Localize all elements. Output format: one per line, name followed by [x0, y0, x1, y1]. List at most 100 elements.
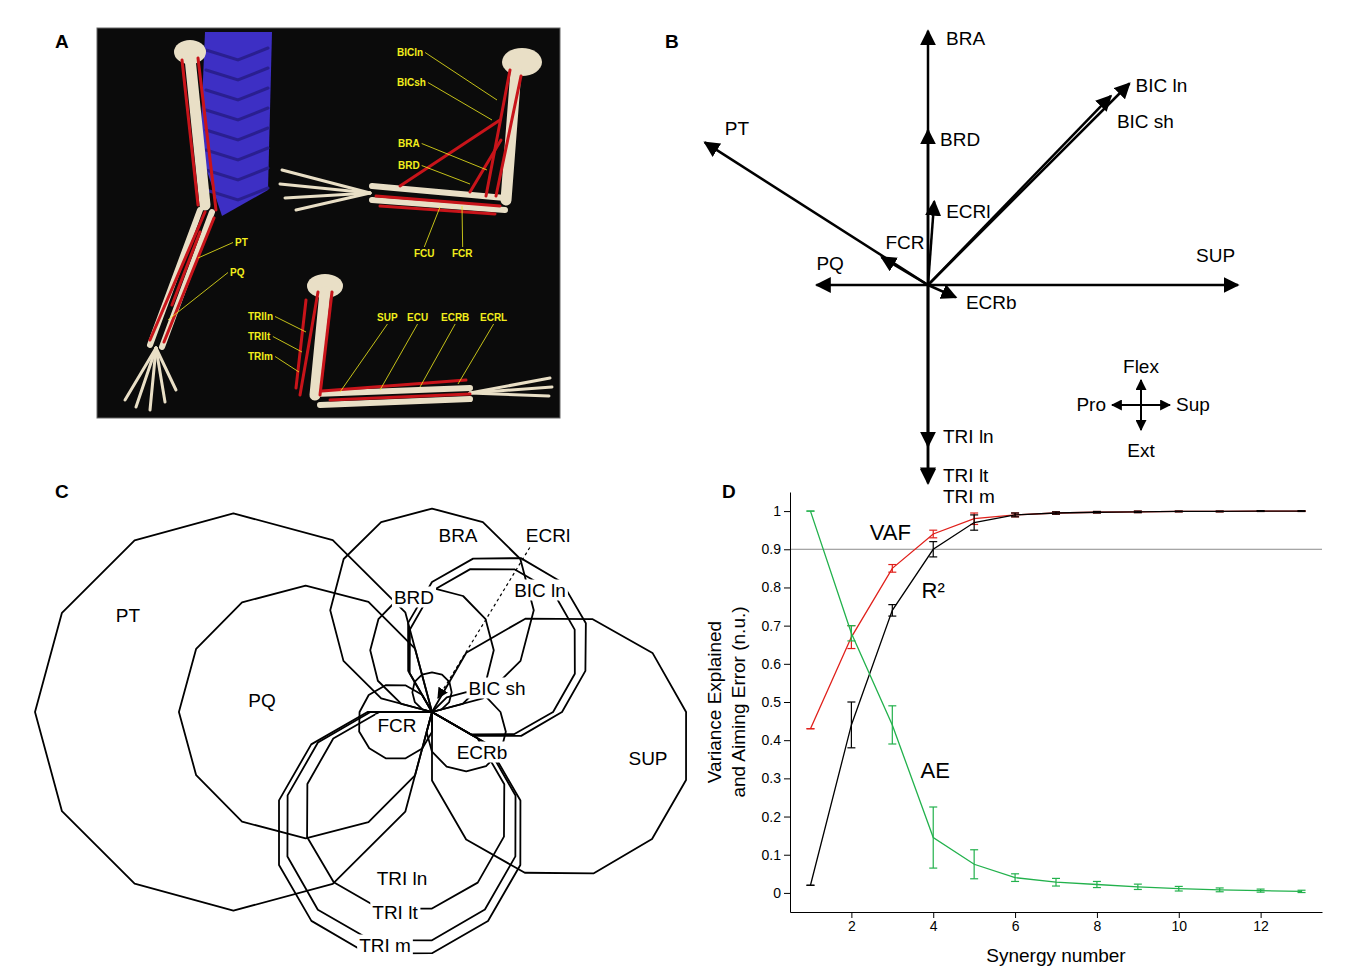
tick: 0.3 [762, 770, 790, 786]
error-bar-cap [1175, 511, 1183, 512]
polygon-label-group: PQ [246, 690, 277, 711]
polygon-label-group: TRI m [357, 935, 413, 956]
error-bar-cap [1011, 516, 1019, 517]
polygon-label: BIC ln [514, 580, 566, 601]
polygon-label-group: BRA [436, 525, 479, 546]
polygon-label: TRI m [359, 935, 411, 956]
polygon-label: PQ [248, 690, 275, 711]
error-bar [929, 530, 937, 538]
tick-label: 2 [848, 918, 856, 934]
error-bar [1093, 881, 1101, 887]
label-patch [375, 715, 418, 736]
error-bar-cap [929, 806, 937, 807]
error-bar-cap [929, 867, 937, 868]
tick-label: 0 [773, 885, 781, 901]
polygon-label: SUP [628, 748, 667, 769]
series [806, 511, 1305, 886]
muscle [320, 292, 332, 395]
error-bar [1175, 511, 1183, 513]
muscle-label: BICln [397, 47, 423, 58]
tick-label: 8 [1094, 918, 1102, 934]
tick: 0.6 [762, 656, 790, 672]
error-bar-cap [806, 728, 814, 729]
error-bar-stem [1014, 874, 1015, 882]
muscle-label: BICsh [397, 77, 426, 88]
error-bar-cap [1134, 510, 1142, 511]
muscle [296, 300, 306, 388]
tick-label: 0.7 [762, 618, 782, 634]
vector-label: BIC sh [1117, 111, 1174, 132]
rib [206, 108, 268, 120]
vector-label: PQ [816, 253, 843, 274]
muscle [470, 140, 501, 192]
error-bar-cap [1175, 510, 1183, 511]
tick-label: 0.2 [762, 809, 782, 825]
series-label-group: R² [921, 578, 946, 603]
polygon-label-group: TRI lt [370, 902, 420, 923]
error-bar-cap [1257, 892, 1265, 893]
error-bar-stem [1137, 884, 1138, 889]
error-bar-cap [1257, 511, 1265, 512]
force-vector [705, 142, 928, 285]
error-bar [1298, 510, 1306, 512]
error-bar-cap [1216, 510, 1224, 511]
polygon-label: BRA [438, 525, 477, 546]
error-bar [1257, 510, 1265, 512]
rib [206, 148, 268, 160]
tick-label: 12 [1253, 918, 1269, 934]
error-bar [1011, 513, 1019, 517]
render-background [97, 28, 560, 418]
error-bar [1134, 511, 1142, 513]
muscle [376, 196, 500, 206]
error-bar-cap [1011, 512, 1019, 513]
error-bar [847, 626, 855, 641]
tick-mark [784, 511, 790, 512]
tick-label: 1 [773, 503, 781, 519]
error-bar-cap [806, 510, 814, 511]
muscle-label: ECU [407, 312, 428, 323]
polygon-labels: PTPQSUPBRABRDECRlBIC lnBIC shFCRECRbTRI … [114, 525, 670, 956]
polygons [35, 509, 686, 954]
error-bar [847, 626, 855, 649]
error-bar-cap [1298, 511, 1306, 512]
leader-line [425, 53, 497, 101]
error-bar-cap [929, 530, 937, 531]
force-vector [928, 285, 956, 297]
error-bar-cap [1093, 881, 1101, 882]
rib [206, 88, 268, 100]
label-patch [392, 587, 436, 608]
muscle [164, 218, 214, 342]
force-vector [928, 84, 1130, 286]
error-bar-cap [970, 512, 978, 513]
force-vector [816, 284, 928, 287]
vector-label: BRD [940, 129, 980, 150]
tick: 2 [848, 912, 856, 934]
error-bar-stem [974, 515, 975, 530]
leader-line [462, 206, 464, 247]
panel-letter: C [55, 481, 69, 502]
compass-label: Pro [1076, 394, 1106, 415]
error-bar-cap [888, 564, 896, 565]
error-bar-cap [1093, 511, 1101, 512]
label-patch [524, 525, 572, 546]
muscle [182, 60, 198, 205]
error-bar-stem [892, 706, 893, 744]
tick: 4 [930, 912, 938, 934]
error-bar-cap [929, 541, 937, 542]
error-bar-cap [929, 556, 937, 557]
y-axis: 00.10.20.30.40.50.60.70.80.91 [762, 493, 791, 913]
label-patch [370, 902, 420, 923]
error-bar-cap [1134, 889, 1142, 890]
error-bar-cap [1175, 890, 1183, 891]
tick-label: 0.6 [762, 656, 782, 672]
error-bar-cap [1011, 512, 1019, 513]
compass-label: Flex [1123, 356, 1159, 377]
error-bar [1134, 884, 1142, 889]
series-label: VAF [870, 520, 911, 545]
compass-label: Sup [1176, 394, 1210, 415]
leader-line [275, 317, 306, 333]
leader-line [422, 144, 487, 171]
tick-mark [784, 626, 790, 627]
tick-label: 4 [930, 918, 938, 934]
muscle [150, 212, 205, 340]
